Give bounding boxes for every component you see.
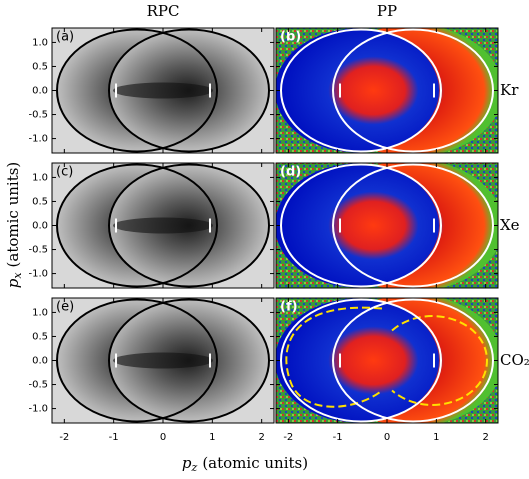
panel <box>52 28 274 153</box>
row-label: CO₂ <box>500 351 529 369</box>
dashed-contour <box>285 306 383 408</box>
x-tick-label: 0 <box>160 432 166 443</box>
y-tick-label: -1.0 <box>28 269 48 280</box>
x-tick-label: 2 <box>482 432 488 443</box>
x-axis-label: pz (atomic units) <box>182 454 308 474</box>
x-tick-label: 2 <box>258 432 264 443</box>
panel-label: (e) <box>56 300 74 315</box>
panel <box>276 163 498 288</box>
circle-outline <box>332 28 494 153</box>
x-tick-label: -1 <box>333 432 343 443</box>
circle-outline <box>332 163 494 288</box>
circle-outline <box>56 298 218 423</box>
y-tick-label: 0.0 <box>32 356 48 367</box>
intensity <box>276 28 439 153</box>
circle-outline <box>108 298 270 423</box>
y-tick-label: 0.5 <box>32 331 48 342</box>
x-label-symbol: p <box>182 454 192 472</box>
column-title: RPC <box>147 2 180 20</box>
y-tick-label: 0.5 <box>32 196 48 207</box>
y-tick-label: -1.0 <box>28 404 48 415</box>
y-tick-label: 0.0 <box>32 86 48 97</box>
row-label: Xe <box>500 216 520 234</box>
y-tick-label: 1.0 <box>32 307 48 318</box>
circle-outline <box>332 298 494 423</box>
panel <box>276 298 498 423</box>
x-label-sub: z <box>191 461 198 474</box>
panel <box>52 163 274 288</box>
intensity <box>276 163 439 288</box>
y-tick-label: -1.0 <box>28 134 48 145</box>
column-title: PP <box>377 2 397 20</box>
y-axis-label: px (atomic units) <box>4 162 24 289</box>
circle-outline <box>108 28 270 153</box>
circle-outline <box>56 163 218 288</box>
x-label-unit: (atomic units) <box>202 454 308 472</box>
x-tick-label: 1 <box>433 432 439 443</box>
panel <box>276 28 498 153</box>
y-tick-label: -0.5 <box>28 380 48 391</box>
y-label-unit: (atomic units) <box>4 162 22 268</box>
x-tick-label: 1 <box>209 432 215 443</box>
y-label-sub: x <box>11 272 24 279</box>
x-tick-label: -2 <box>59 432 69 443</box>
y-tick-label: -0.5 <box>28 245 48 256</box>
y-label-symbol: p <box>4 278 22 288</box>
circle-outline <box>108 163 270 288</box>
circle-outline <box>280 298 442 423</box>
intensity <box>113 352 213 369</box>
y-tick-label: 1.0 <box>32 37 48 48</box>
y-tick-label: 0.0 <box>32 221 48 232</box>
dashed-contour <box>391 315 489 406</box>
panel-label: (c) <box>56 165 73 180</box>
intensity <box>276 298 439 423</box>
circle-outline <box>56 28 218 153</box>
intensity <box>113 217 213 234</box>
y-tick-label: 0.5 <box>32 61 48 72</box>
x-tick-label: -2 <box>283 432 293 443</box>
circle-outline <box>280 28 442 153</box>
panel-label: (a) <box>56 30 74 45</box>
panel-label: (b) <box>280 30 301 45</box>
row-label: Kr <box>500 81 519 99</box>
panel-label: (f) <box>280 300 298 315</box>
panel-label: (d) <box>280 165 301 180</box>
y-tick-label: -0.5 <box>28 110 48 121</box>
circle-outline <box>280 163 442 288</box>
intensity <box>113 82 213 99</box>
x-tick-label: -1 <box>109 432 119 443</box>
panel <box>52 298 274 423</box>
x-tick-label: 0 <box>384 432 390 443</box>
y-tick-label: 1.0 <box>32 172 48 183</box>
